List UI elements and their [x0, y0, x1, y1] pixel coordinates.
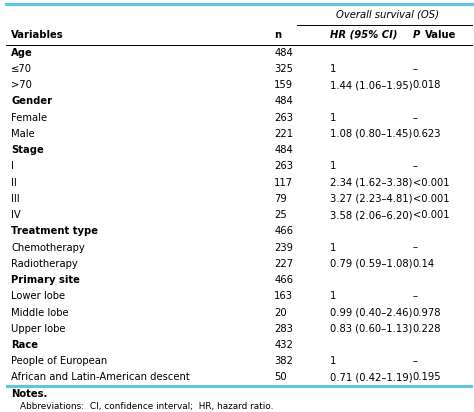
Text: 0.228: 0.228 — [413, 324, 441, 334]
Text: 263: 263 — [274, 113, 293, 123]
Text: 325: 325 — [274, 64, 293, 74]
Text: Female: Female — [11, 113, 47, 123]
Text: Chemotherapy: Chemotherapy — [11, 243, 85, 253]
Text: n: n — [274, 30, 281, 40]
Text: 1: 1 — [330, 243, 337, 253]
Text: 3.58 (2.06–6.20): 3.58 (2.06–6.20) — [330, 210, 413, 220]
Text: HR (95% CI): HR (95% CI) — [330, 30, 398, 40]
Text: 432: 432 — [274, 340, 293, 350]
Text: ≤70: ≤70 — [11, 64, 32, 74]
Text: P: P — [413, 30, 420, 40]
Text: <0.001: <0.001 — [413, 194, 449, 204]
Text: 1: 1 — [330, 291, 337, 301]
Text: Stage: Stage — [11, 145, 44, 155]
Text: 1: 1 — [330, 162, 337, 171]
Text: Race: Race — [11, 340, 38, 350]
Text: 2.34 (1.62–3.38): 2.34 (1.62–3.38) — [330, 178, 412, 187]
Text: Abbreviations:  CI, confidence interval;  HR, hazard ratio.: Abbreviations: CI, confidence interval; … — [20, 402, 273, 411]
Text: –: – — [413, 243, 418, 253]
Text: III: III — [11, 194, 20, 204]
Text: Primary site: Primary site — [11, 275, 80, 285]
Text: 79: 79 — [274, 194, 287, 204]
Text: Age: Age — [11, 48, 33, 58]
Text: 1.08 (0.80–1.45): 1.08 (0.80–1.45) — [330, 129, 412, 139]
Text: 484: 484 — [274, 48, 293, 58]
Text: 1.44 (1.06–1.95): 1.44 (1.06–1.95) — [330, 80, 413, 90]
Text: 0.018: 0.018 — [413, 80, 441, 90]
Text: –: – — [413, 356, 418, 366]
Text: 1: 1 — [330, 356, 337, 366]
Text: 283: 283 — [274, 324, 293, 334]
Text: Male: Male — [11, 129, 35, 139]
Text: 1: 1 — [330, 64, 337, 74]
Text: Overall survival (OS): Overall survival (OS) — [336, 9, 439, 20]
Text: 20: 20 — [274, 307, 287, 318]
Text: –: – — [413, 291, 418, 301]
Text: People of European: People of European — [11, 356, 108, 366]
Text: 484: 484 — [274, 145, 293, 155]
Text: 0.71 (0.42–1.19): 0.71 (0.42–1.19) — [330, 372, 413, 382]
Text: 0.978: 0.978 — [413, 307, 441, 318]
Text: II: II — [11, 178, 17, 187]
Text: 0.195: 0.195 — [413, 372, 441, 382]
Text: –: – — [413, 64, 418, 74]
Text: –: – — [413, 113, 418, 123]
Text: 0.14: 0.14 — [413, 259, 435, 269]
Text: Radiotherapy: Radiotherapy — [11, 259, 78, 269]
Text: <0.001: <0.001 — [413, 210, 449, 220]
Text: Variables: Variables — [11, 30, 64, 40]
Text: 159: 159 — [274, 80, 293, 90]
Text: Notes.: Notes. — [11, 389, 48, 400]
Text: 1: 1 — [330, 113, 337, 123]
Text: 221: 221 — [274, 129, 293, 139]
Text: 117: 117 — [274, 178, 293, 187]
Text: 382: 382 — [274, 356, 293, 366]
Text: 0.83 (0.60–1.13): 0.83 (0.60–1.13) — [330, 324, 412, 334]
Text: 0.99 (0.40–2.46): 0.99 (0.40–2.46) — [330, 307, 412, 318]
Text: IV: IV — [11, 210, 21, 220]
Text: Treatment type: Treatment type — [11, 226, 98, 236]
Text: 0.79 (0.59–1.08): 0.79 (0.59–1.08) — [330, 259, 413, 269]
Text: 466: 466 — [274, 226, 293, 236]
Text: 239: 239 — [274, 243, 293, 253]
Text: 50: 50 — [274, 372, 287, 382]
Text: 3.27 (2.23–4.81): 3.27 (2.23–4.81) — [330, 194, 413, 204]
Text: 484: 484 — [274, 96, 293, 106]
Text: 227: 227 — [274, 259, 293, 269]
Text: 163: 163 — [274, 291, 293, 301]
Text: Lower lobe: Lower lobe — [11, 291, 65, 301]
Text: 0.623: 0.623 — [413, 129, 441, 139]
Text: 263: 263 — [274, 162, 293, 171]
Text: 466: 466 — [274, 275, 293, 285]
Text: I: I — [11, 162, 14, 171]
Text: –: – — [413, 162, 418, 171]
Text: <0.001: <0.001 — [413, 178, 449, 187]
Text: African and Latin-American descent: African and Latin-American descent — [11, 372, 190, 382]
Text: 25: 25 — [274, 210, 287, 220]
Text: >70: >70 — [11, 80, 32, 90]
Text: Value: Value — [425, 30, 456, 40]
Text: Middle lobe: Middle lobe — [11, 307, 69, 318]
Text: Gender: Gender — [11, 96, 53, 106]
Text: Upper lobe: Upper lobe — [11, 324, 66, 334]
